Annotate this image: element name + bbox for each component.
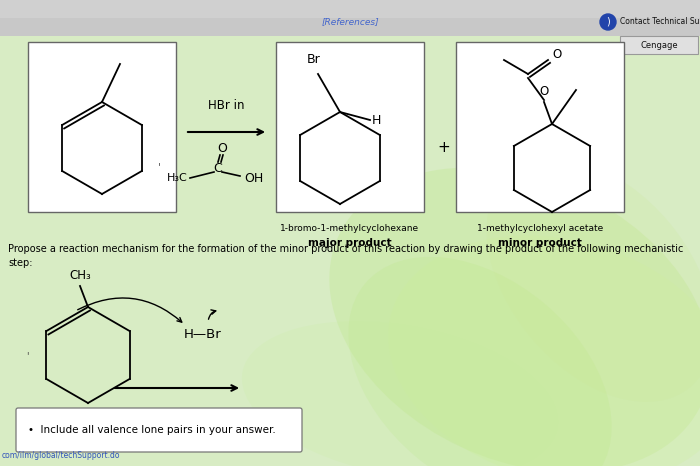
Text: Br: Br bbox=[307, 53, 321, 66]
Text: C: C bbox=[214, 162, 223, 174]
Text: O: O bbox=[552, 48, 561, 61]
Bar bbox=[276, 42, 424, 212]
Text: 1-bromo-1-methylcyclohexane: 1-bromo-1-methylcyclohexane bbox=[281, 224, 419, 233]
Text: ): ) bbox=[606, 17, 610, 27]
Ellipse shape bbox=[486, 158, 700, 402]
Text: [References]: [References] bbox=[321, 18, 379, 27]
Text: H₃C: H₃C bbox=[167, 173, 188, 183]
Text: CH₃: CH₃ bbox=[69, 269, 91, 282]
Text: O: O bbox=[217, 142, 227, 155]
Ellipse shape bbox=[329, 168, 700, 466]
Text: step:: step: bbox=[8, 258, 32, 268]
Text: ': ' bbox=[26, 351, 29, 361]
Text: Contact Technical Su: Contact Technical Su bbox=[620, 18, 699, 27]
Circle shape bbox=[600, 14, 616, 30]
Text: HBr in: HBr in bbox=[208, 99, 244, 112]
Text: major product: major product bbox=[308, 238, 392, 248]
Text: O: O bbox=[540, 85, 549, 98]
Text: ': ' bbox=[158, 162, 161, 172]
Text: com/ilm/global/techSupport.do: com/ilm/global/techSupport.do bbox=[2, 451, 120, 460]
Ellipse shape bbox=[242, 321, 558, 466]
FancyArrowPatch shape bbox=[209, 310, 216, 319]
Text: Propose a reaction mechanism for the formation of the minor product of this reac: Propose a reaction mechanism for the for… bbox=[8, 244, 683, 254]
Text: H: H bbox=[372, 114, 382, 126]
Bar bbox=[0, 18, 700, 36]
Bar bbox=[456, 42, 624, 212]
Text: +: + bbox=[438, 141, 450, 156]
Ellipse shape bbox=[388, 235, 700, 466]
Text: 1-methylcyclohexyl acetate: 1-methylcyclohexyl acetate bbox=[477, 224, 603, 233]
FancyArrowPatch shape bbox=[78, 298, 182, 322]
Text: H—Br: H—Br bbox=[184, 329, 222, 342]
Bar bbox=[0, 0, 700, 18]
Text: •  Include all valence lone pairs in your answer.: • Include all valence lone pairs in your… bbox=[28, 425, 276, 435]
Bar bbox=[28, 42, 176, 212]
Text: Cengage: Cengage bbox=[640, 41, 678, 49]
FancyBboxPatch shape bbox=[16, 408, 302, 452]
Bar bbox=[620, 36, 698, 54]
Ellipse shape bbox=[349, 257, 612, 466]
Text: OH: OH bbox=[244, 171, 263, 185]
Text: minor product: minor product bbox=[498, 238, 582, 248]
